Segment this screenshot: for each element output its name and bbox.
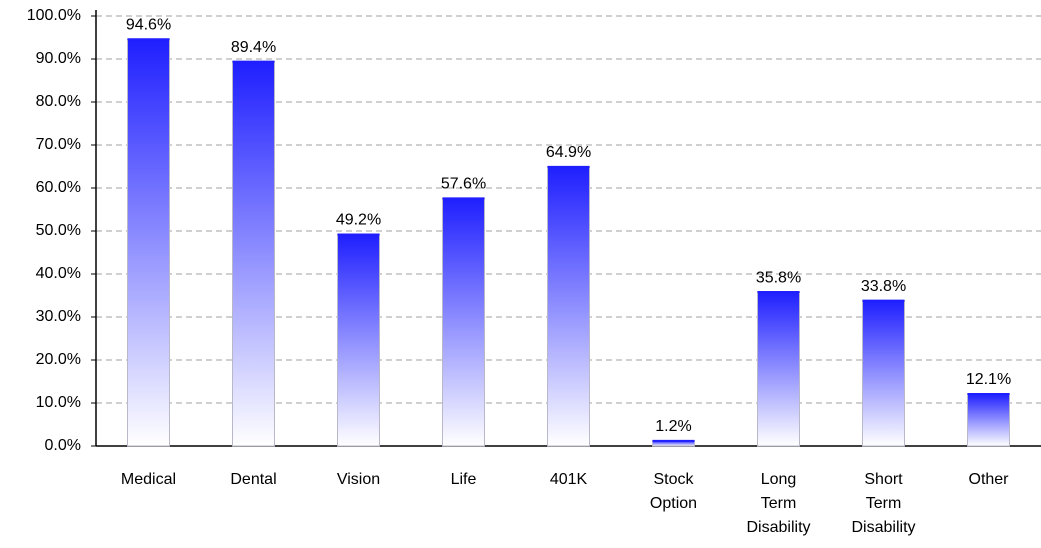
y-tick-label: 90.0% (36, 50, 81, 67)
data-label: 49.2% (336, 212, 381, 229)
bar (127, 38, 170, 447)
x-tick-label: Stock Option (649, 471, 698, 512)
y-tick-label: 100.0% (27, 7, 81, 24)
data-label: 64.9% (546, 144, 591, 161)
y-tick-label: 30.0% (36, 308, 81, 325)
data-label: 35.8% (756, 269, 801, 286)
x-tick-label: 401K (549, 471, 588, 488)
bar (232, 61, 275, 447)
y-tick-label: 40.0% (36, 265, 81, 282)
y-tick-label: 50.0% (36, 222, 81, 239)
y-tick-label: 80.0% (36, 93, 81, 110)
data-label: 89.4% (231, 39, 276, 56)
data-label: 57.6% (441, 176, 486, 193)
data-label: 94.6% (126, 16, 171, 33)
bar (757, 291, 800, 447)
y-tick-label: 60.0% (36, 179, 81, 196)
x-tick-label: Short Term Disability (851, 471, 916, 536)
bar (862, 300, 905, 447)
data-label: 1.2% (655, 418, 691, 435)
y-tick-label: 10.0% (36, 394, 81, 411)
x-tick-label: Dental (230, 471, 277, 488)
bar (967, 393, 1010, 447)
x-tick-label: Life (450, 471, 477, 488)
y-tick-label: 0.0% (45, 437, 81, 454)
data-label: 12.1% (966, 371, 1011, 388)
data-label: 33.8% (861, 278, 906, 295)
y-tick-label: 20.0% (36, 351, 81, 368)
y-tick-label: 70.0% (36, 136, 81, 153)
x-tick-label: Medical (120, 471, 177, 488)
x-tick-label: Vision (336, 471, 381, 488)
x-tick-label: Long Term Disability (746, 471, 811, 536)
x-tick-label: Other (968, 471, 1009, 488)
bar (547, 166, 590, 447)
bar (337, 233, 380, 447)
bar (442, 197, 485, 447)
